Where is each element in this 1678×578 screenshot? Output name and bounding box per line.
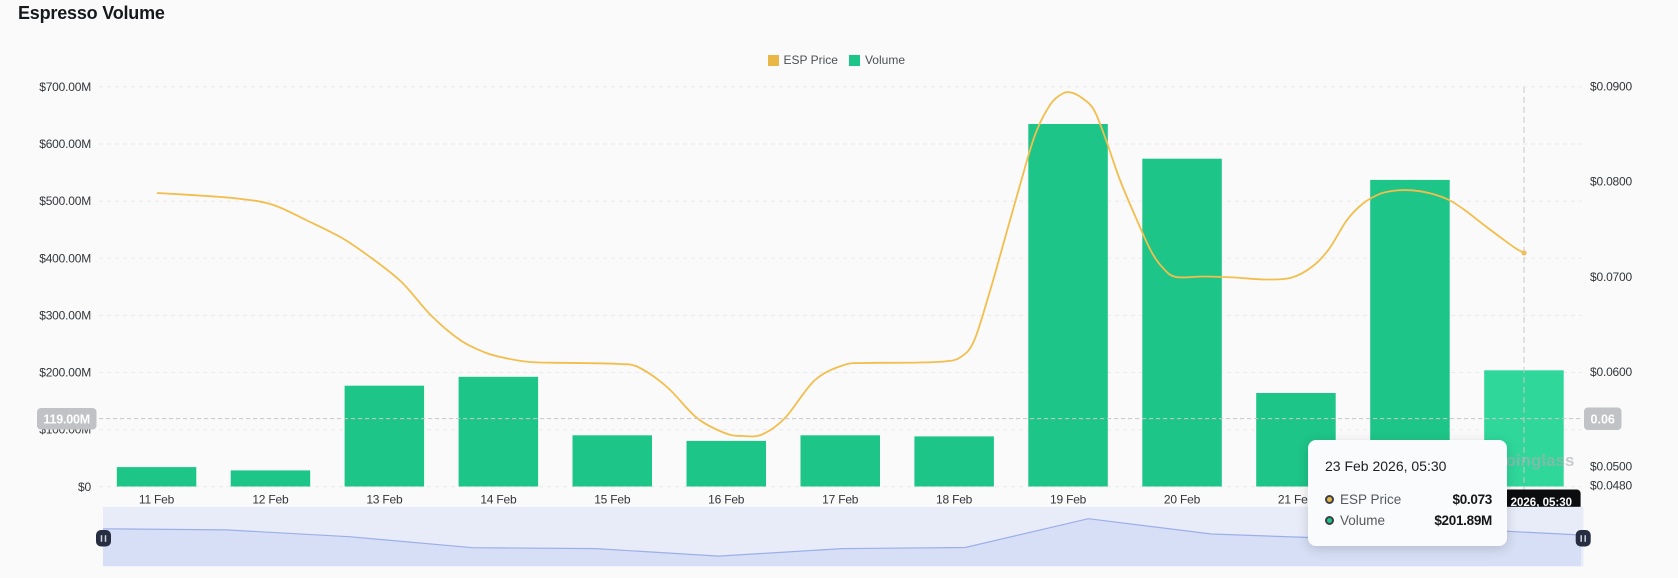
svg-text:12 Feb: 12 Feb (252, 493, 289, 507)
svg-text:$0.0900: $0.0900 (1590, 80, 1633, 94)
svg-text:19 Feb: 19 Feb (1050, 493, 1087, 507)
svg-text:$0.0700: $0.0700 (1590, 270, 1633, 284)
svg-text:0.06: 0.06 (1591, 413, 1615, 427)
svg-text:21 Feb: 21 Feb (1278, 493, 1315, 507)
svg-text:17 Feb: 17 Feb (822, 493, 859, 507)
svg-text:$0.0480: $0.0480 (1590, 478, 1633, 492)
svg-text:13 Feb: 13 Feb (366, 493, 403, 507)
svg-text:$0.0500: $0.0500 (1590, 460, 1633, 474)
svg-text:11 Feb: 11 Feb (139, 493, 175, 507)
svg-text:$600.00M: $600.00M (39, 137, 91, 151)
svg-text:15 Feb: 15 Feb (594, 493, 631, 507)
svg-text:$0.0800: $0.0800 (1590, 175, 1633, 189)
svg-text:20 Feb: 20 Feb (1164, 493, 1201, 507)
svg-text:14 Feb: 14 Feb (480, 493, 517, 507)
svg-text:119.00M: 119.00M (43, 413, 90, 427)
svg-text:coinglass: coinglass (1496, 451, 1574, 470)
svg-text:16 Feb: 16 Feb (708, 493, 745, 507)
svg-text:$0.0600: $0.0600 (1590, 365, 1633, 379)
svg-text:$200.00M: $200.00M (39, 366, 91, 380)
svg-text:$700.00M: $700.00M (39, 80, 91, 94)
svg-text:$0: $0 (78, 480, 91, 494)
svg-text:$500.00M: $500.00M (39, 194, 91, 208)
svg-text:18 Feb: 18 Feb (936, 493, 973, 507)
svg-text:$400.00M: $400.00M (39, 251, 91, 265)
svg-text:$300.00M: $300.00M (39, 308, 91, 322)
